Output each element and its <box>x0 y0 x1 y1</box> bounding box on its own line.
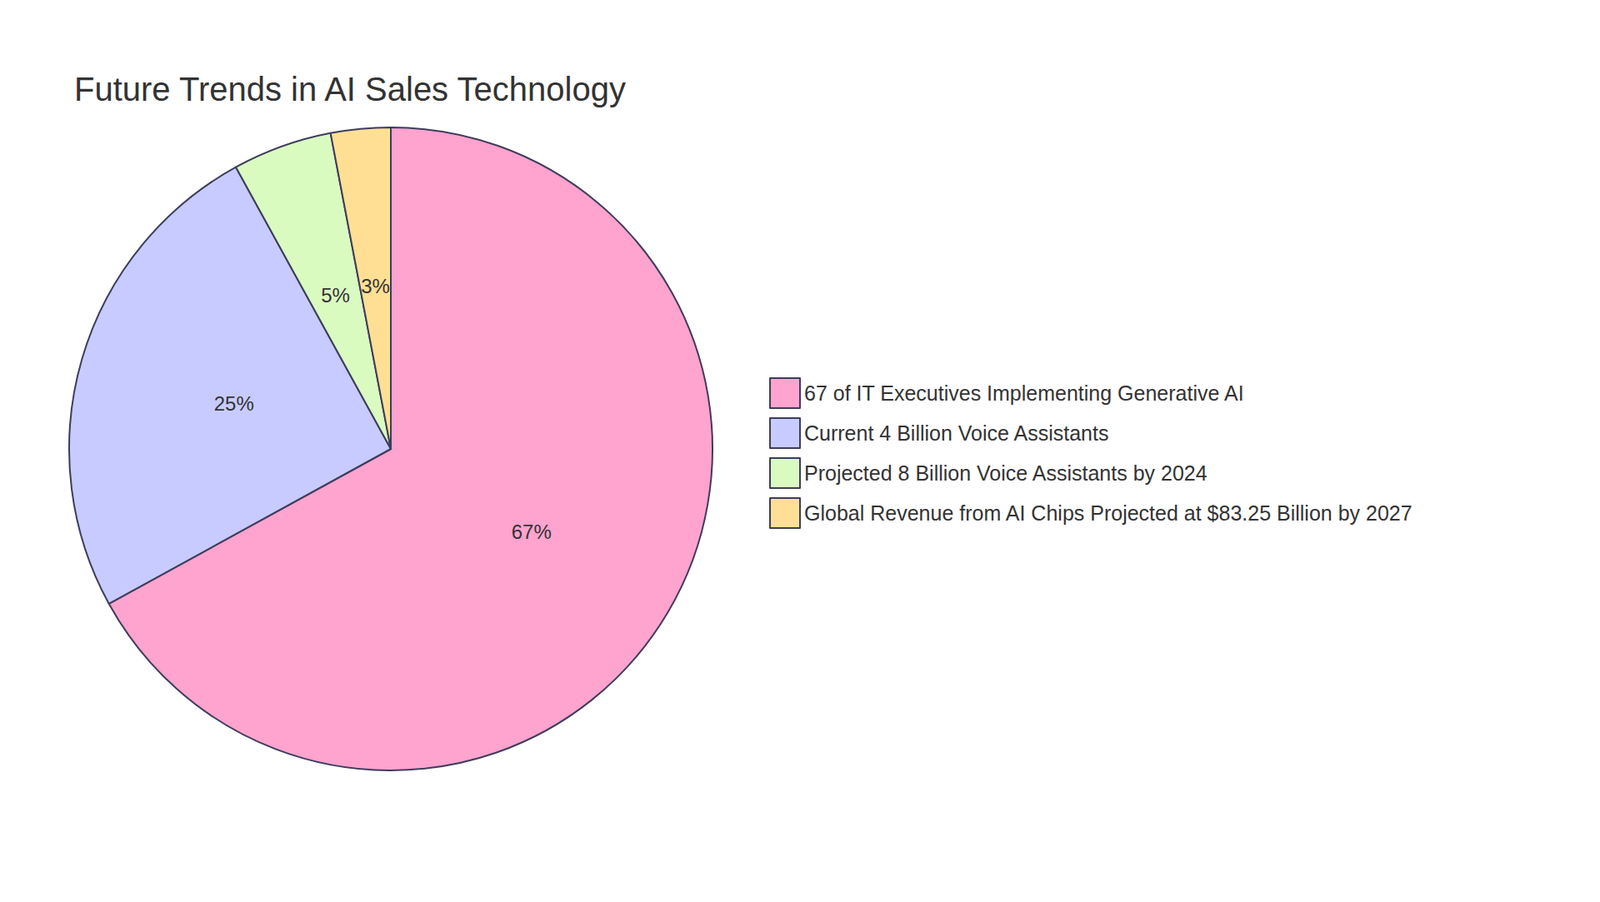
svg-text:5%: 5% <box>320 284 350 307</box>
svg-text:67 of IT Executives Implementi: 67 of IT Executives Implementing Generat… <box>804 381 1245 405</box>
svg-text:Current 4 Billion Voice Assist: Current 4 Billion Voice Assistants <box>804 421 1109 445</box>
svg-text:Projected 8 Billion Voice Assi: Projected 8 Billion Voice Assistants by … <box>804 461 1208 485</box>
svg-text:Global Revenue from AI Chips P: Global Revenue from AI Chips Projected a… <box>804 501 1413 525</box>
svg-text:67%: 67% <box>511 520 552 544</box>
svg-text:3%: 3% <box>360 275 390 298</box>
svg-text:25%: 25% <box>214 392 255 415</box>
svg-text:Future Trends in AI Sales Tech: Future Trends in AI Sales Technology <box>74 70 626 108</box>
